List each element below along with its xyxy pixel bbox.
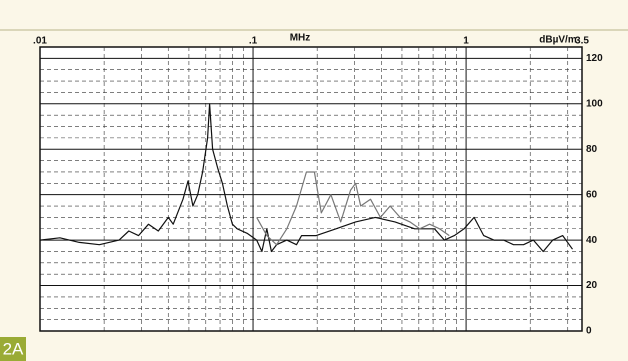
x-tick-label: 1 bbox=[463, 36, 469, 47]
y-tick-label: 20 bbox=[586, 280, 598, 291]
y-tick-label: 60 bbox=[586, 189, 598, 200]
trace bbox=[39, 103, 573, 253]
x-tick-label: .01 bbox=[33, 36, 47, 47]
x-axis-label: MHz bbox=[290, 33, 311, 44]
y-tick-label: 0 bbox=[586, 326, 592, 337]
plot-area bbox=[39, 46, 583, 332]
y-tick-label: 100 bbox=[586, 98, 603, 109]
panel-label-box bbox=[0, 337, 26, 361]
y-axis-label: dBµV/m bbox=[539, 35, 577, 46]
y-tick-label: 120 bbox=[586, 53, 603, 64]
y-tick-label: 80 bbox=[586, 144, 598, 155]
panel-label: 2A bbox=[3, 339, 24, 358]
trace bbox=[256, 171, 450, 246]
y-tick-label: 40 bbox=[586, 235, 598, 246]
x-tick-label: .1 bbox=[249, 36, 258, 47]
x-tick-label: 3.5 bbox=[575, 36, 589, 47]
